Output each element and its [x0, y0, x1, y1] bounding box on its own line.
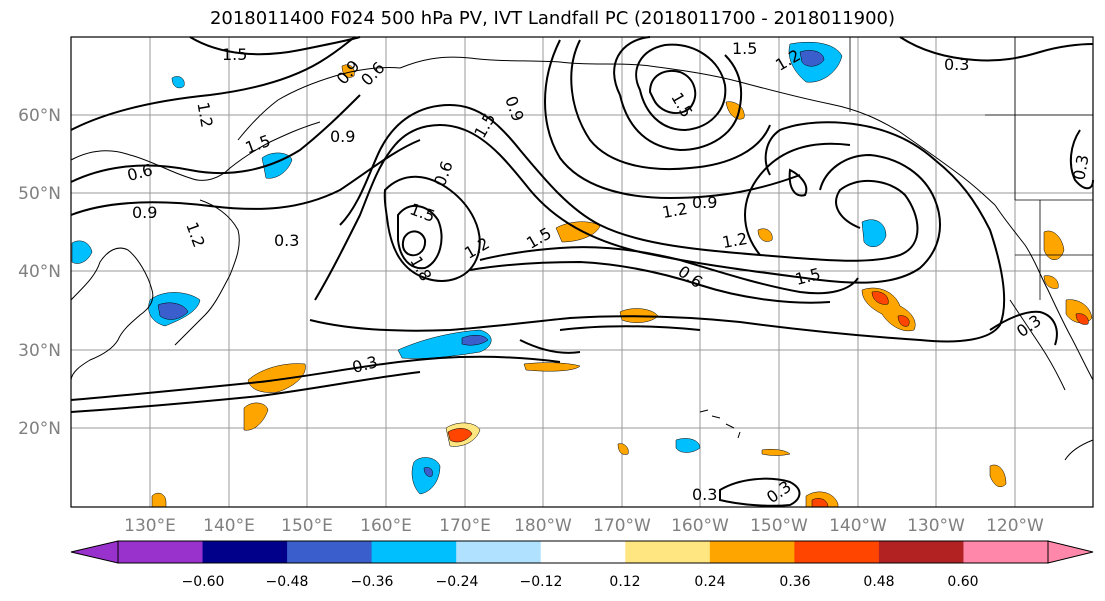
colorbar-segment: [456, 541, 542, 563]
shaded-anomalies: [71, 41, 887, 495]
positive-anomaly-patch: [447, 428, 473, 443]
colorbar-tick-label: 0.36: [779, 574, 810, 590]
political-boundaries: [849, 37, 1093, 300]
map-title: 2018011400 F024 500 hPa PV, IVT Landfall…: [209, 8, 896, 29]
lat-label: 20°N: [18, 419, 61, 439]
positive-anomaly-patch: [757, 228, 773, 242]
positive-anomaly-patch: [151, 492, 167, 508]
contour-label: 0.3: [1069, 153, 1092, 181]
colorbar-tick-label: 0.48: [863, 574, 894, 590]
colorbar-segment: [709, 541, 795, 563]
contour-label: 1.2: [661, 199, 689, 222]
graticule: [71, 37, 1093, 507]
positive-anomaly-patch: [989, 464, 1007, 487]
contour-label: 0.9: [692, 193, 717, 212]
pv-contours: [70, 36, 1094, 507]
negative-anomaly-patch: [461, 335, 489, 346]
contour-label: 1.2: [721, 229, 749, 252]
lat-label: 30°N: [18, 341, 61, 361]
contour-label: 0.9: [330, 127, 355, 146]
colorbar-tick-label: −0.24: [436, 574, 479, 590]
colorbar-tick-label: 0.12: [609, 574, 640, 590]
lon-label: 130°E: [124, 516, 176, 536]
positive-anomaly-patch: [1043, 230, 1065, 260]
colorbar-tick-label: 0.24: [694, 574, 725, 590]
colorbar-ticks: −0.60 −0.48 −0.36 −0.24 −0.12 0.12 0.24 …: [182, 574, 979, 590]
positive-anomaly-patch: [1075, 313, 1089, 325]
positive-anomaly-patch: [1043, 275, 1059, 289]
colorbar-tick-label: −0.48: [266, 574, 309, 590]
negative-anomaly-patch: [675, 438, 701, 453]
contour-label: 1.2: [193, 101, 216, 129]
positive-anomaly-patch: [523, 362, 581, 372]
colorbar-segment: [371, 541, 457, 563]
negative-anomaly-patch: [71, 240, 93, 264]
negative-anomaly-patch: [799, 50, 825, 67]
map-frame: [70, 36, 1094, 508]
lon-label: 130°W: [907, 516, 965, 536]
lon-label: 140°E: [203, 516, 255, 536]
colorbar-segment: [118, 541, 204, 563]
map-area: [71, 37, 1093, 507]
lon-label: 180°W: [514, 516, 572, 536]
colorbar-extend-high: [1047, 540, 1094, 564]
colorbar-tick-label: −0.60: [182, 574, 225, 590]
colorbar-segment: [287, 541, 373, 563]
colorbar-frame: [117, 540, 1049, 564]
colorbar-segment: [878, 541, 964, 563]
lon-label: 160°E: [360, 516, 412, 536]
lat-label: 60°N: [18, 106, 61, 126]
colorbar-segment: [202, 541, 288, 563]
positive-anomaly-patch: [761, 448, 791, 456]
colorbar-segment: [540, 541, 626, 563]
contour-label: 0.3: [944, 55, 969, 74]
lon-label: 150°E: [281, 516, 333, 536]
positive-anomaly-patch: [341, 64, 355, 78]
longitude-labels: 130°E 140°E 150°E 160°E 170°E 180°W 170°…: [124, 516, 1044, 536]
coastlines: [70, 56, 1094, 461]
negative-anomaly-patch: [411, 457, 441, 495]
colorbar-segment: [625, 541, 711, 563]
lon-label: 140°W: [829, 516, 887, 536]
negative-anomaly-patch: [171, 76, 185, 89]
positive-anomaly-patch: [871, 291, 889, 305]
colorbar-segment: [963, 541, 1049, 563]
lon-label: 160°W: [671, 516, 729, 536]
contour-label: 0.3: [692, 485, 717, 504]
contour-label: 0.3: [274, 231, 299, 250]
lon-label: 170°E: [439, 516, 491, 536]
contour-label: 1.5: [222, 45, 247, 64]
positive-anomalies: [151, 64, 1093, 508]
colorbar-tick-label: −0.12: [520, 574, 563, 590]
positive-anomaly-patch: [617, 443, 629, 455]
contour-labels: 1.5 0.6 0.9 1.2 1.5 0.6 0.9 1.2 0.3 0.6 …: [125, 39, 1092, 507]
lat-label: 40°N: [18, 262, 61, 282]
lon-label: 170°W: [593, 516, 651, 536]
colorbar-tick-label: −0.36: [351, 574, 394, 590]
contour-label: 1.5: [732, 39, 757, 58]
latitude-labels: 60°N 50°N 40°N 30°N 20°N: [18, 106, 61, 439]
lon-label: 150°W: [750, 516, 808, 536]
positive-anomaly-patch: [897, 315, 910, 327]
colorbar: [70, 540, 1094, 564]
negative-anomaly-patch: [157, 302, 189, 320]
lat-label: 50°N: [18, 184, 61, 204]
colorbar-tick-label: 0.60: [947, 574, 978, 590]
positive-anomaly-patch: [247, 363, 306, 393]
lon-label: 120°W: [986, 516, 1044, 536]
negative-anomaly-patch: [861, 219, 887, 248]
colorbar-segment: [794, 541, 880, 563]
colorbar-extend-low: [70, 540, 119, 564]
negative-anomaly-patch: [423, 467, 433, 477]
contour-label: 0.9: [132, 203, 157, 222]
positive-anomaly-patch: [243, 402, 269, 431]
